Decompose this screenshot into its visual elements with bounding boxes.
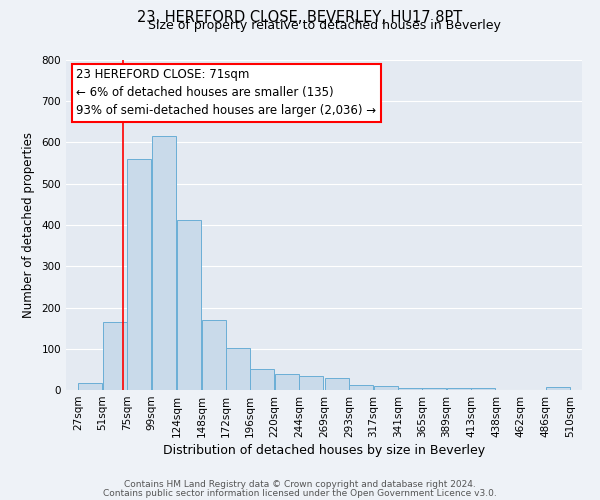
Bar	[398, 388, 422, 390]
Bar	[226, 348, 250, 390]
Bar	[374, 386, 398, 390]
Bar	[422, 388, 446, 390]
Bar	[250, 370, 274, 390]
Y-axis label: Number of detached properties: Number of detached properties	[22, 132, 35, 318]
Bar	[325, 378, 349, 390]
Bar	[103, 322, 127, 390]
Text: 23 HEREFORD CLOSE: 71sqm
← 6% of detached houses are smaller (135)
93% of semi-d: 23 HEREFORD CLOSE: 71sqm ← 6% of detache…	[76, 68, 376, 117]
Bar	[177, 220, 201, 390]
Bar	[202, 320, 226, 390]
Bar	[447, 388, 471, 390]
Bar	[79, 382, 103, 390]
Bar	[349, 384, 373, 390]
Bar	[471, 388, 496, 390]
Title: Size of property relative to detached houses in Beverley: Size of property relative to detached ho…	[148, 20, 500, 32]
Bar	[275, 374, 299, 390]
Bar	[152, 136, 176, 390]
Text: Contains HM Land Registry data © Crown copyright and database right 2024.: Contains HM Land Registry data © Crown c…	[124, 480, 476, 489]
Bar	[299, 376, 323, 390]
X-axis label: Distribution of detached houses by size in Beverley: Distribution of detached houses by size …	[163, 444, 485, 457]
Text: 23, HEREFORD CLOSE, BEVERLEY, HU17 8PT: 23, HEREFORD CLOSE, BEVERLEY, HU17 8PT	[137, 10, 463, 25]
Bar	[545, 386, 569, 390]
Bar	[127, 159, 151, 390]
Text: Contains public sector information licensed under the Open Government Licence v3: Contains public sector information licen…	[103, 488, 497, 498]
